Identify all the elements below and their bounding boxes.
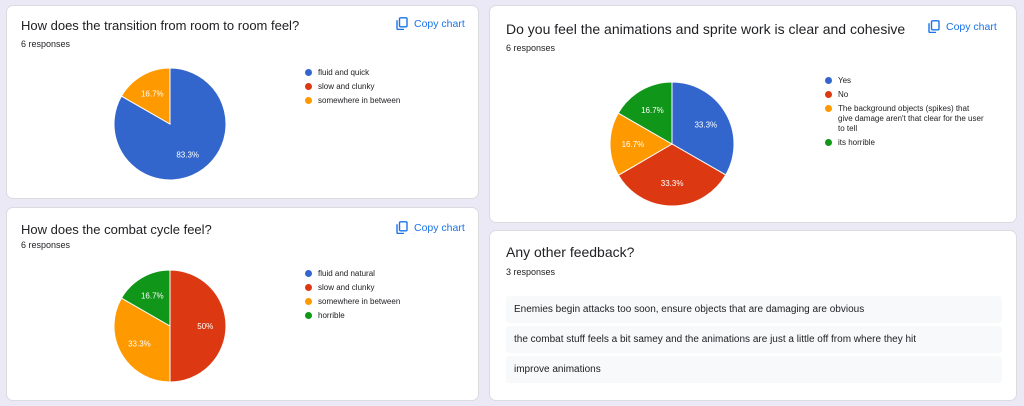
pie-slice [113, 297, 171, 383]
pie-chart: 50% 33.3% 16.7% [113, 269, 227, 383]
legend-label: somewhere in between [318, 297, 401, 306]
legend-swatch [825, 139, 832, 146]
question-card-combat-cycle: How does the combat cycle feel? 6 respon… [6, 207, 479, 401]
question-title: Do you feel the animations and sprite wo… [506, 21, 906, 37]
pie-slice-label: 16.7% [622, 140, 645, 149]
response-count: 6 responses [21, 240, 71, 250]
pie-slice [120, 67, 171, 125]
copy-icon [396, 17, 408, 30]
feedback-answer: the combat stuff feels a bit samey and t… [506, 326, 1002, 353]
pie-slice [120, 269, 171, 327]
legend-swatch [305, 298, 312, 305]
response-count: 3 responses [506, 267, 556, 277]
copy-icon [928, 20, 940, 33]
legend-item: The background objects (spikes) that giv… [825, 104, 985, 134]
legend-item: slow and clunky [305, 82, 455, 92]
legend-item: No [825, 90, 985, 100]
pie-slice-label: 50% [197, 322, 213, 331]
chart-legend: fluid and quick slow and clunky somewhere … [305, 68, 455, 110]
pie-slice-label: 16.7% [141, 89, 164, 98]
feedback-answer: Enemies begin attacks too soon, ensure o… [506, 296, 1002, 323]
copy-chart-button[interactable]: Copy chart [396, 17, 465, 30]
legend-swatch [305, 312, 312, 319]
legend-swatch [825, 77, 832, 84]
pie-slice [671, 81, 735, 176]
legend-swatch [305, 69, 312, 76]
pie-slice-label: 33.3% [128, 340, 151, 349]
pie-slice-label: 33.3% [661, 179, 684, 188]
legend-swatch [305, 97, 312, 104]
legend-label: slow and clunky [318, 283, 375, 292]
pie-slice-label: 33.3% [694, 120, 717, 129]
legend-item: slow and clunky [305, 283, 455, 293]
legend-label: fluid and natural [318, 269, 375, 278]
pie-chart: 83.3% 16.7% [113, 67, 227, 181]
feedback-answer: improve animations [506, 356, 1002, 383]
legend-item: fluid and quick [305, 68, 455, 78]
legend-swatch [305, 284, 312, 291]
chart-legend: fluid and natural slow and clunky somewher… [305, 269, 455, 325]
copy-chart-button[interactable]: Copy chart [396, 221, 465, 234]
legend-label: No [838, 90, 849, 99]
question-card-animations: Do you feel the animations and sprite wo… [489, 5, 1017, 223]
chart-legend: Yes No The background objects (spikes) tha… [825, 76, 985, 152]
legend-label: horrible [318, 311, 345, 320]
pie-slice-label: 83.3% [176, 151, 199, 160]
legend-swatch [305, 270, 312, 277]
legend-item: somewhere in between [305, 96, 455, 106]
pie-slice-label: 16.7% [141, 291, 164, 300]
legend-item: Yes [825, 76, 985, 86]
pie-slice-label: 16.7% [641, 106, 664, 115]
copy-chart-button[interactable]: Copy chart [928, 20, 997, 33]
response-count: 6 responses [506, 43, 556, 53]
question-title: Any other feedback? [506, 244, 635, 260]
legend-label: Yes [838, 76, 852, 85]
legend-swatch [305, 83, 312, 90]
response-count: 6 responses [21, 39, 71, 49]
copy-chart-label: Copy chart [946, 20, 997, 33]
pie-slice [617, 143, 727, 207]
question-card-other-feedback: Any other feedback? 3 responses Enemies … [489, 230, 1017, 401]
legend-swatch [825, 91, 832, 98]
copy-chart-label: Copy chart [414, 17, 465, 30]
legend-label: slow and clunky [318, 82, 375, 91]
legend-item: fluid and natural [305, 269, 455, 279]
question-title: How does the combat cycle feel? [21, 222, 212, 237]
question-title: How does the transition from room to roo… [21, 18, 300, 33]
legend-label: The background objects (spikes) that giv… [838, 104, 984, 133]
legend-item: its horrible [825, 138, 985, 148]
pie-slice [617, 81, 673, 145]
copy-chart-label: Copy chart [414, 221, 465, 234]
legend-item: somewhere in between [305, 297, 455, 307]
legend-label: its horrible [838, 138, 875, 147]
legend-swatch [825, 105, 832, 112]
pie-slice [169, 269, 227, 383]
legend-item: horrible [305, 311, 455, 321]
legend-label: somewhere in between [318, 96, 401, 105]
pie-chart: 33.3% 33.3% 16.7% 16.7% [609, 81, 735, 207]
copy-icon [396, 221, 408, 234]
pie-slice [609, 112, 673, 176]
legend-label: fluid and quick [318, 68, 370, 77]
question-card-room-transition: How does the transition from room to roo… [6, 5, 479, 199]
